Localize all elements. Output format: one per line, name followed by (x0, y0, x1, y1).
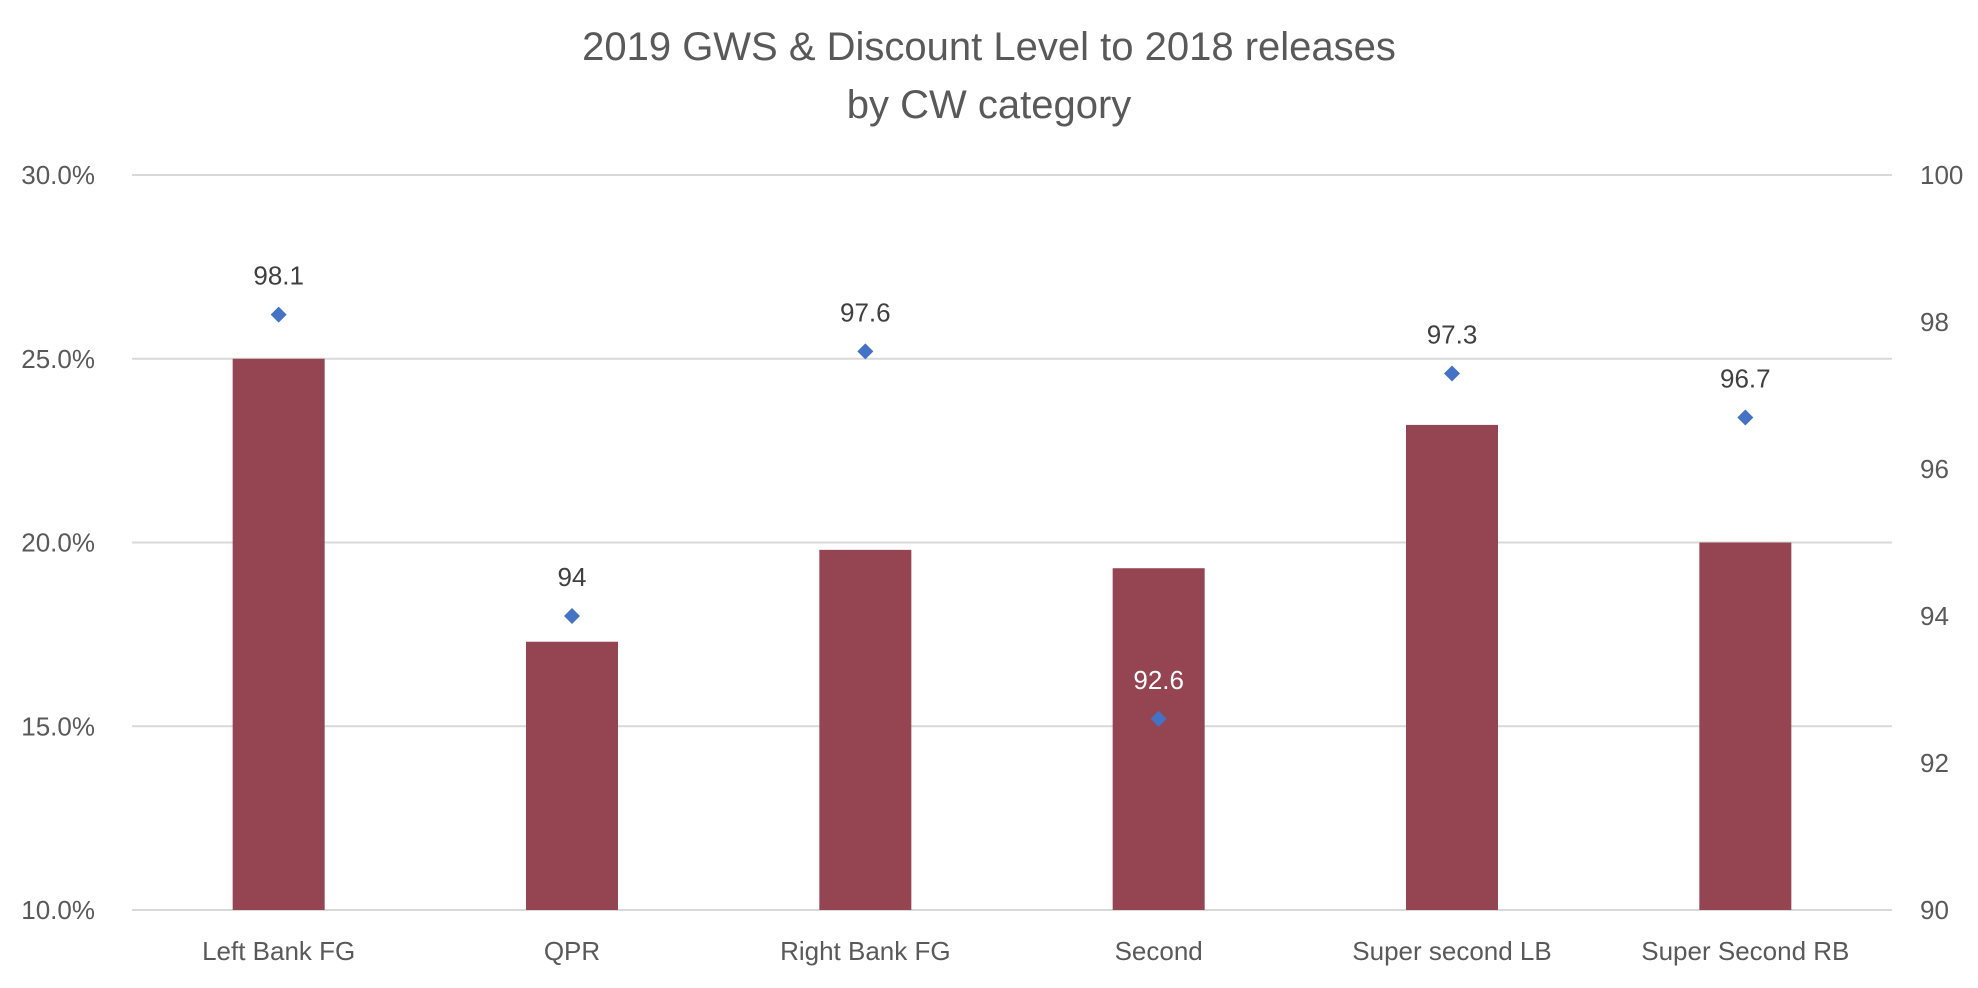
y-left-tick-label: 20.0% (21, 528, 95, 558)
y-right-tick-label: 100 (1920, 160, 1963, 190)
bar (232, 358, 325, 910)
scatter-point (1737, 409, 1754, 426)
y-left-tick-label: 15.0% (21, 711, 95, 741)
scatter-point (1444, 365, 1460, 382)
x-category-label: Super Second RB (1641, 936, 1849, 966)
data-label: 97.3 (1427, 319, 1478, 349)
y-left-tick-label: 30.0% (21, 160, 95, 190)
bar (1406, 424, 1498, 910)
y-right-tick-label: 96 (1920, 454, 1949, 484)
bar (1112, 568, 1205, 910)
x-category-label: Left Bank FG (202, 936, 355, 966)
data-label: 92.6 (1133, 665, 1184, 695)
x-category-label: Super second LB (1352, 936, 1551, 966)
scatter-point (564, 608, 580, 624)
y-left-tick-label: 25.0% (21, 344, 95, 374)
x-category-label: Second (1115, 936, 1203, 966)
data-label: 98.1 (253, 261, 304, 291)
data-label: 96.7 (1720, 364, 1771, 394)
data-label: 94 (558, 562, 587, 592)
chart-title-line-1: 2019 GWS & Discount Level to 2018 releas… (582, 25, 1396, 69)
x-category-label: Right Bank FG (780, 936, 951, 966)
chart-title: 2019 GWS & Discount Level to 2018 releas… (0, 18, 1978, 134)
bar (526, 641, 618, 910)
bar (819, 549, 912, 910)
y-right-tick-label: 92 (1920, 748, 1949, 778)
data-label: 97.6 (840, 297, 891, 327)
bar (1699, 542, 1792, 910)
x-category-label: QPR (544, 936, 600, 966)
scatter-point (270, 306, 287, 323)
y-right-tick-label: 94 (1920, 601, 1949, 631)
y-left-tick-label: 10.0% (21, 895, 95, 925)
scatter-point (857, 343, 874, 360)
chart-title-line-2: by CW category (846, 83, 1132, 127)
y-right-tick-label: 98 (1920, 307, 1949, 337)
scatter-point (1150, 710, 1167, 727)
y-right-tick-label: 90 (1920, 895, 1949, 925)
